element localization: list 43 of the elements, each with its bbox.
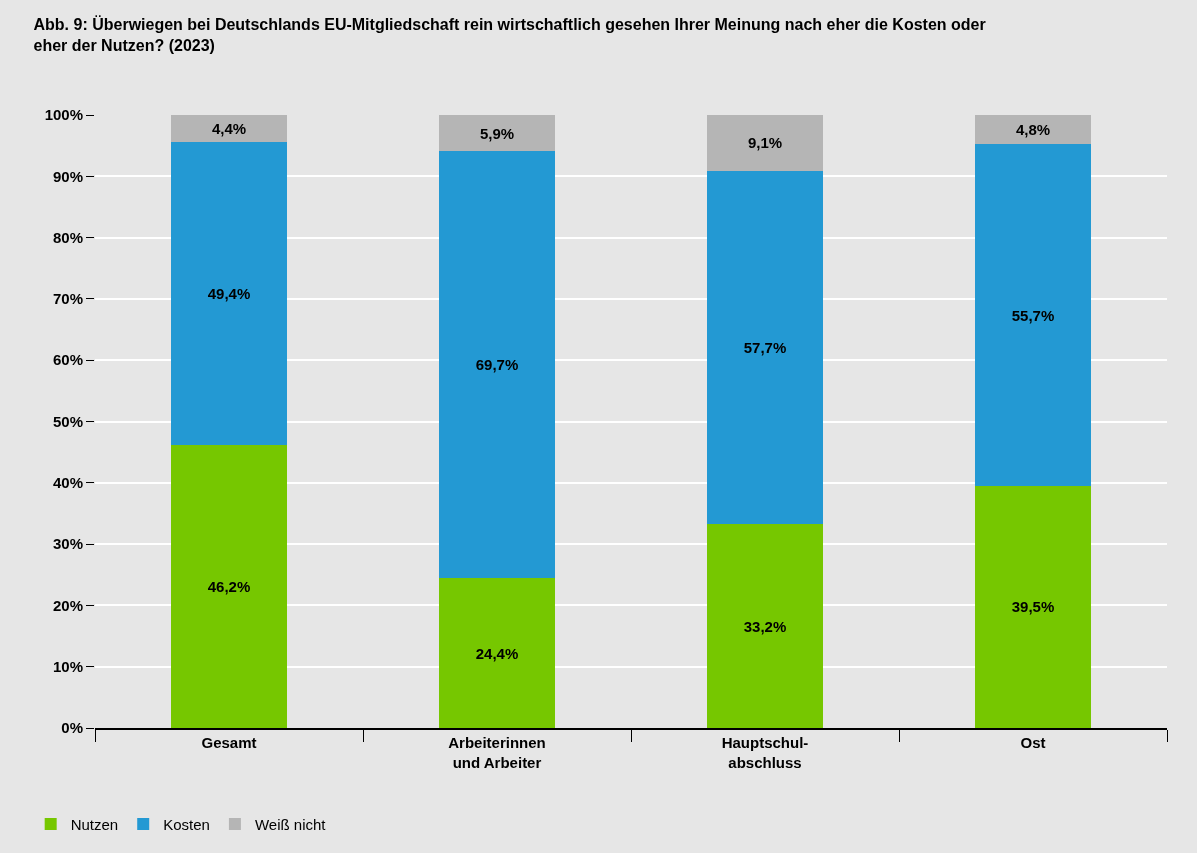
bar bbox=[171, 141, 287, 445]
y-tick-label: 30% bbox=[52, 535, 83, 553]
chart-title: Abb. 9: Überwiegen bei Deutschlands EU-Mitgliedschaft rein wirtschaftlich gesehen Ihrer Meinung nach eher die Kosten oder eher der Nutzen? (2023) bbox=[33, 14, 986, 54]
x-tick-label: Arbeiterinnen und Arbeiter bbox=[448, 734, 546, 771]
y-tick-label: 90% bbox=[52, 167, 83, 185]
data-label: 49,4% bbox=[207, 284, 251, 302]
bar bbox=[707, 115, 823, 171]
bar bbox=[975, 144, 1091, 486]
bar bbox=[439, 151, 555, 579]
y-tick-label: 50% bbox=[52, 412, 83, 430]
data-label: 69,7% bbox=[475, 356, 519, 374]
y-tick-label: 40% bbox=[52, 474, 83, 492]
legend-label: Kosten bbox=[163, 815, 210, 833]
y-tick-label: 60% bbox=[52, 351, 83, 369]
legend-label: Weiß nicht bbox=[254, 815, 327, 833]
bar bbox=[975, 485, 1091, 728]
bar bbox=[171, 115, 287, 142]
y-tick-label: 20% bbox=[52, 596, 83, 614]
y-tick-label: 80% bbox=[52, 228, 83, 246]
data-label: 33,2% bbox=[743, 617, 787, 635]
bar bbox=[171, 444, 287, 728]
data-label: 55,7% bbox=[1011, 306, 1055, 324]
data-label: 5,9% bbox=[479, 124, 515, 142]
data-label: 4,4% bbox=[211, 119, 247, 137]
x-tick-label: Gesamt bbox=[201, 734, 257, 751]
bar bbox=[439, 115, 555, 152]
data-label: 4,8% bbox=[1015, 121, 1051, 139]
data-label: 46,2% bbox=[207, 577, 251, 595]
bar bbox=[439, 578, 555, 728]
bar bbox=[707, 170, 823, 525]
y-tick-label: 70% bbox=[52, 290, 83, 308]
x-tick-label: Ost bbox=[1020, 734, 1046, 751]
data-label: 57,7% bbox=[743, 339, 787, 357]
data-label: 9,1% bbox=[747, 134, 783, 152]
y-tick-label: 0% bbox=[61, 719, 83, 737]
x-tick-label: Hauptschul- abschluss bbox=[721, 734, 809, 771]
data-label: 39,5% bbox=[1011, 598, 1055, 616]
legend-label: Nutzen bbox=[70, 815, 119, 833]
data-label: 24,4% bbox=[475, 644, 519, 662]
y-tick-label: 10% bbox=[52, 657, 83, 675]
bar bbox=[707, 524, 823, 728]
bar bbox=[975, 115, 1091, 145]
y-tick-label: 100% bbox=[44, 106, 83, 124]
